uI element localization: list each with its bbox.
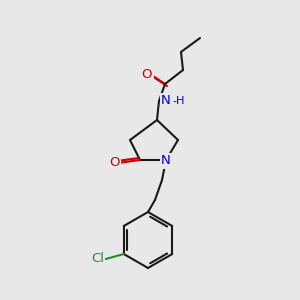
Text: O: O xyxy=(109,157,119,169)
Text: Cl: Cl xyxy=(91,253,104,266)
Text: N: N xyxy=(161,154,171,167)
Text: -H: -H xyxy=(172,97,184,106)
Text: N: N xyxy=(161,94,171,107)
Text: O: O xyxy=(142,68,152,80)
